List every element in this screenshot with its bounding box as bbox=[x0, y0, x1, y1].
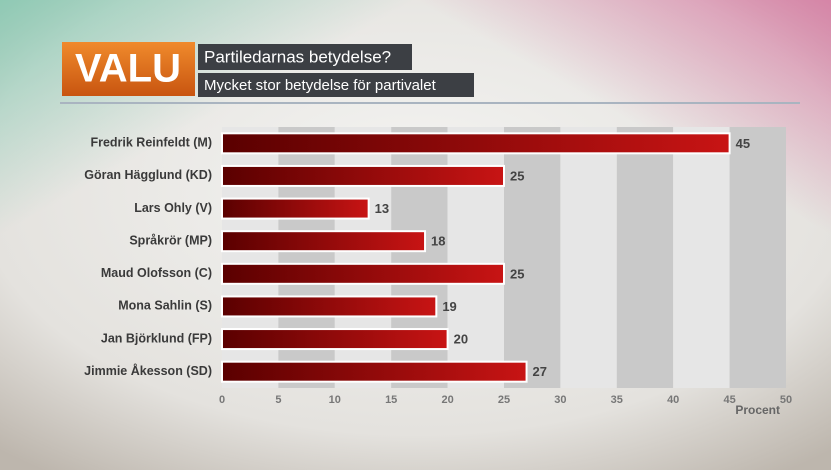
x-tick-label: 30 bbox=[554, 394, 566, 406]
y-tick-label: Jan Björklund (FP) bbox=[101, 331, 212, 345]
logo-box bbox=[62, 42, 195, 96]
value-label: 27 bbox=[533, 364, 547, 379]
grid-band bbox=[616, 127, 674, 388]
y-tick-label: Lars Ohly (V) bbox=[134, 201, 212, 215]
y-tick-label: Jimmie Åkesson (SD) bbox=[84, 363, 212, 378]
bar bbox=[221, 262, 505, 285]
value-label: 13 bbox=[375, 201, 389, 216]
y-tick-label: Maud Olofsson (C) bbox=[101, 266, 212, 280]
x-tick-label: 45 bbox=[723, 394, 735, 406]
bar bbox=[221, 230, 427, 253]
grid-band bbox=[560, 127, 617, 388]
bar bbox=[221, 328, 449, 351]
x-tick-label: 20 bbox=[441, 394, 453, 406]
grid-band bbox=[504, 127, 561, 388]
value-label: 19 bbox=[442, 299, 456, 314]
x-tick-label: 15 bbox=[385, 394, 397, 406]
x-tick-label: 50 bbox=[780, 394, 792, 406]
grid-band bbox=[673, 127, 730, 388]
x-tick-label: 10 bbox=[329, 394, 341, 406]
x-axis-label: Procent bbox=[735, 403, 780, 417]
value-label: 18 bbox=[431, 234, 445, 249]
bar bbox=[221, 164, 505, 187]
x-tick-label: 35 bbox=[611, 394, 623, 406]
y-tick-label: Språkrör (MP) bbox=[129, 233, 212, 247]
bar bbox=[221, 360, 528, 383]
value-label: 20 bbox=[454, 332, 468, 347]
logo: VALU bbox=[75, 47, 181, 91]
chart-subtitle: Mycket stor betydelse för partivalet bbox=[204, 77, 437, 94]
value-label: 25 bbox=[510, 168, 524, 183]
chart-title: Partiledarnas betydelse? bbox=[204, 47, 391, 66]
value-label: 45 bbox=[736, 136, 750, 151]
x-tick-label: 0 bbox=[219, 394, 225, 406]
y-tick-label: Göran Hägglund (KD) bbox=[84, 168, 212, 182]
x-tick-label: 25 bbox=[498, 394, 510, 406]
bar bbox=[221, 295, 438, 318]
x-tick-label: 5 bbox=[275, 394, 281, 406]
bar bbox=[221, 197, 370, 220]
x-tick-label: 40 bbox=[667, 394, 679, 406]
y-tick-label: Fredrik Reinfeldt (M) bbox=[90, 136, 212, 150]
bar bbox=[221, 132, 731, 155]
grid-band bbox=[729, 127, 786, 388]
value-label: 25 bbox=[510, 266, 524, 281]
y-tick-label: Mona Sahlin (S) bbox=[118, 299, 212, 313]
title-box bbox=[198, 44, 412, 70]
subtitle-box bbox=[198, 73, 474, 97]
